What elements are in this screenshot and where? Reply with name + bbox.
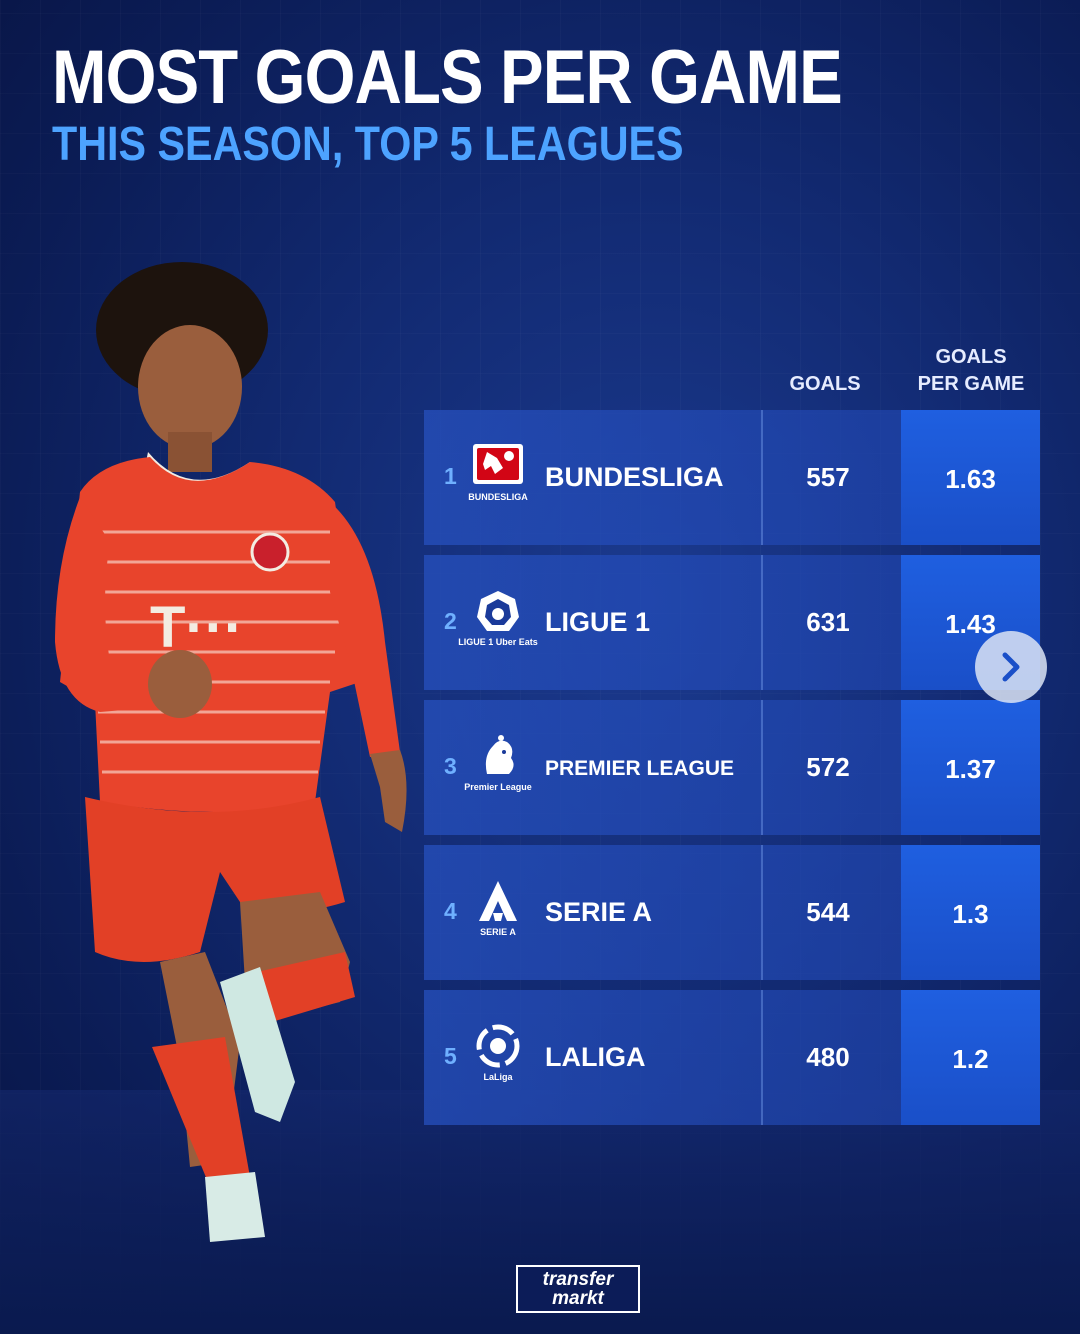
goals-value: 544 xyxy=(806,897,850,927)
bundesliga-logo: BUNDESLIGA xyxy=(468,444,528,510)
column-header-gpg-line1: GOALS xyxy=(935,346,1007,368)
ligue1-icon xyxy=(477,591,519,631)
transfermarkt-logo: transfer markt xyxy=(516,1265,640,1313)
laliga-logo: LaLiga xyxy=(470,1024,526,1090)
ligue1-logo: LIGUE 1 Uber Eats xyxy=(458,589,538,655)
goals-value: 557 xyxy=(806,462,850,492)
brand-line2: markt xyxy=(552,1288,604,1309)
serie-a-icon xyxy=(479,881,517,921)
serie-a-logo-caption: SERIE A xyxy=(480,927,516,937)
svg-text:T···: T··· xyxy=(150,595,243,660)
column-divider xyxy=(761,700,763,835)
gpg-highlight-cell xyxy=(901,990,1040,1125)
bundesliga-logo-caption: BUNDESLIGA xyxy=(468,492,528,502)
column-divider xyxy=(761,555,763,690)
laliga-logo-caption: LaLiga xyxy=(483,1072,513,1082)
table-row: 5 LaLiga LALIGA 480 1.2 xyxy=(424,990,1040,1125)
gpg-highlight-cell xyxy=(901,845,1040,980)
goals-per-game-value: 1.37 xyxy=(945,754,996,784)
premier-league-logo-caption: Premier League xyxy=(464,782,532,792)
serie-a-logo: SERIE A xyxy=(470,879,526,945)
bundesliga-icon xyxy=(473,444,523,484)
column-divider xyxy=(761,845,763,980)
goals-value: 631 xyxy=(806,607,850,637)
gpg-highlight-cell xyxy=(901,410,1040,545)
rank-label: 1 xyxy=(444,463,457,489)
rank-label: 5 xyxy=(444,1043,457,1069)
league-name: LIGUE 1 xyxy=(545,607,651,637)
next-slide-button[interactable] xyxy=(975,631,1047,703)
goals-value: 572 xyxy=(806,752,850,782)
goals-per-game-value: 1.2 xyxy=(952,1044,989,1074)
ligue1-logo-caption: LIGUE 1 Uber Eats xyxy=(458,637,538,647)
goals-per-game-value: 1.63 xyxy=(945,464,996,494)
rank-label: 3 xyxy=(444,753,457,779)
chevron-right-icon xyxy=(1002,652,1020,682)
rank-label: 4 xyxy=(444,898,457,924)
column-header-goals-per-game: GOALS PER GAME xyxy=(900,344,1042,398)
leagues-table: 1 BUNDESLIGA BUNDESLIGA 557 1.63 2 LIGUE… xyxy=(424,410,1040,1126)
goals-value: 480 xyxy=(806,1042,850,1072)
league-name: BUNDESLIGA xyxy=(545,462,724,492)
league-name: SERIE A xyxy=(545,897,653,927)
column-header-gpg-line2: PER GAME xyxy=(917,373,1025,395)
page-subtitle: THIS SEASON, TOP 5 LEAGUES xyxy=(52,118,684,171)
league-name: LALIGA xyxy=(545,1042,646,1072)
column-divider xyxy=(761,410,763,545)
premier-league-logo: Premier League xyxy=(464,734,532,800)
table-row: 1 BUNDESLIGA BUNDESLIGA 557 1.63 xyxy=(424,410,1040,545)
column-header-goals: GOALS xyxy=(789,373,861,395)
gpg-highlight-cell xyxy=(901,700,1040,835)
table-row: 3 Premier League PREMIER LEAGUE 572 1.37 xyxy=(424,700,1040,835)
page-title: MOST GOALS PER GAME xyxy=(52,35,843,120)
lion-icon xyxy=(485,735,514,774)
table-row: 4 SERIE A SERIE A 544 1.3 xyxy=(424,845,1040,980)
goals-per-game-value: 1.43 xyxy=(945,609,996,639)
league-name: PREMIER LEAGUE xyxy=(545,757,735,780)
laliga-icon xyxy=(476,1024,520,1068)
column-divider xyxy=(761,990,763,1125)
brand-line1: transfer xyxy=(542,1269,614,1290)
player-illustration: T··· xyxy=(55,262,407,1242)
rank-label: 2 xyxy=(444,608,457,634)
table-row: 2 LIGUE 1 Uber Eats LIGUE 1 631 1.43 xyxy=(424,555,1040,690)
goals-per-game-value: 1.3 xyxy=(952,899,989,929)
